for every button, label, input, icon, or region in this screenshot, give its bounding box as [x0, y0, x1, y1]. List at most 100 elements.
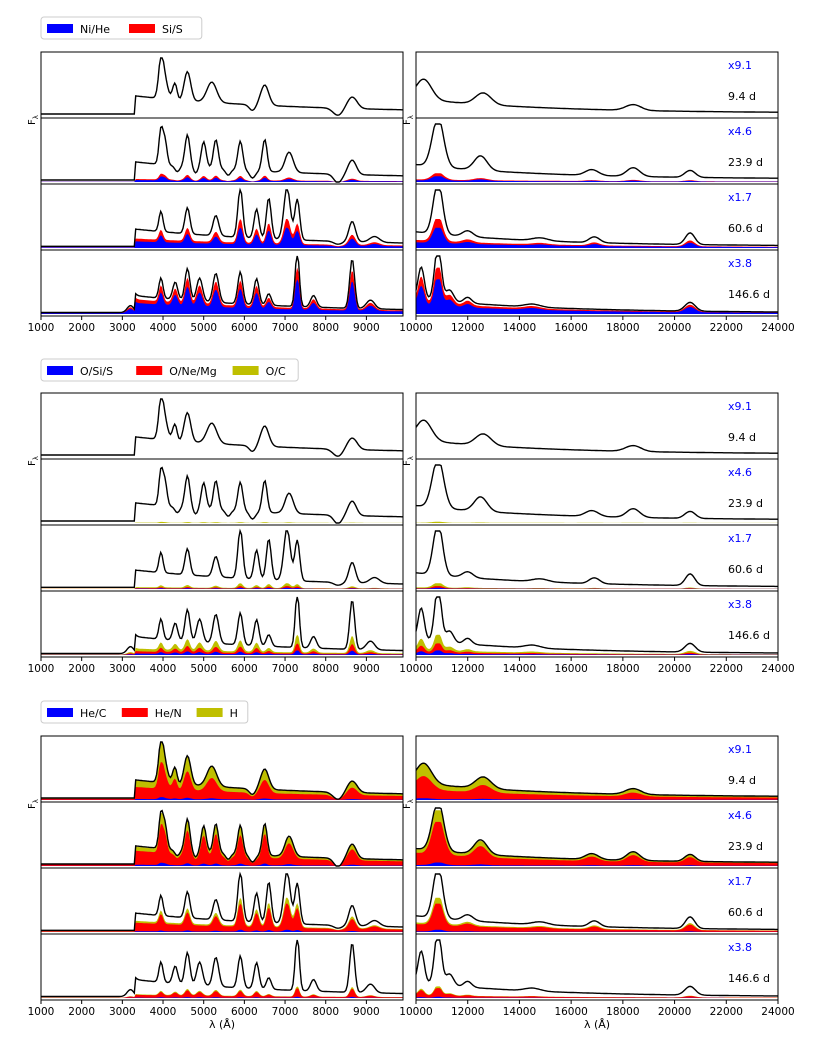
component-fill-he-c	[416, 798, 778, 800]
panel-opt-2	[40, 117, 404, 185]
tick-label: 12000	[451, 322, 484, 334]
legend-swatch	[232, 366, 259, 375]
tick-label: 3000	[109, 1006, 136, 1018]
component-fill-he-c	[41, 996, 403, 998]
spectrum-line	[41, 125, 403, 183]
x-axis-nir: 10000 12000 14000 16000 18000 20000 22000 24000…	[399, 1000, 795, 1031]
y-axis-label: Fλ	[402, 456, 415, 466]
panel-frame	[415, 249, 779, 317]
spectrum-line	[415, 873, 778, 931]
component-fill-o-si-s	[416, 587, 778, 589]
legend-swatch	[196, 708, 223, 717]
panel-opt-1	[40, 735, 404, 803]
panel-frame	[40, 933, 404, 1001]
spectrum-line	[41, 741, 403, 800]
component-fill-o-si-s	[41, 650, 403, 655]
panel-frame	[40, 392, 404, 460]
legend-label: H	[230, 707, 238, 720]
component-fill-si-s	[41, 173, 403, 182]
tick-label: 5000	[190, 663, 217, 675]
panel-frame	[40, 590, 404, 658]
spectrum-line	[415, 807, 778, 863]
y-axis-label: Fλ	[27, 456, 40, 466]
scale-factor-label: x4.6	[728, 466, 752, 479]
component-fill-o-ne-mg	[41, 643, 403, 655]
spectrum-line	[41, 939, 403, 998]
tick-label: 22000	[710, 1006, 743, 1018]
y-axis-title: Fλ	[27, 456, 40, 466]
tick-label: 20000	[658, 663, 691, 675]
tick-label: 10000	[399, 1006, 432, 1018]
component-fill-o-si-s	[41, 587, 403, 589]
panel-opt-4	[40, 933, 404, 1001]
panel-frame	[415, 392, 779, 460]
scale-factor-label: x1.7	[728, 191, 752, 204]
spectrum-line	[41, 466, 403, 524]
epoch-label: 146.6 d	[728, 629, 770, 642]
epoch-label: 23.9 d	[728, 497, 763, 510]
spectrum-line	[415, 123, 778, 179]
tick-label: 3000	[109, 663, 136, 675]
x-axis-title: λ (Å)	[209, 1018, 235, 1031]
component-fill-ni-he	[416, 176, 778, 182]
spectrum-line	[415, 939, 779, 997]
tick-label: 24000	[761, 322, 794, 334]
tick-label: 16000	[554, 1006, 587, 1018]
panel-frame	[415, 51, 779, 119]
tick-label: 4000	[150, 663, 177, 675]
tick-label: 5000	[190, 322, 217, 334]
tick-label: 2000	[68, 322, 95, 334]
tick-label: 6000	[231, 1006, 258, 1018]
scale-factor-label: x3.8	[728, 598, 752, 611]
y-axis-title: Fλ	[27, 115, 40, 125]
tick-label: 12000	[451, 1006, 484, 1018]
panel-nir-4: x3.8 146.6 d	[415, 249, 779, 317]
spectrum-line	[415, 255, 779, 313]
panel-frame	[415, 590, 779, 658]
component-fill-o-ne-mg	[416, 643, 778, 655]
spectrum-line	[415, 78, 778, 113]
legend-box	[40, 16, 203, 40]
component-fill-o-si-s	[416, 650, 778, 655]
scale-factor-label: x1.7	[728, 875, 752, 888]
component-fill-he-n	[416, 821, 778, 866]
panel-opt-2	[40, 801, 404, 869]
panel-opt-3	[40, 867, 404, 935]
tick-label: 1000	[28, 663, 55, 675]
tick-label: 20000	[658, 322, 691, 334]
panel-opt-4	[40, 590, 404, 658]
component-fill-ni-he	[41, 176, 403, 182]
panel-frame	[415, 458, 779, 526]
epoch-label: 23.9 d	[728, 156, 763, 169]
tick-label: 18000	[606, 663, 639, 675]
spectrum-line	[41, 398, 403, 457]
component-fill-he-n	[416, 776, 778, 800]
legend-3: He/C He/N H	[40, 700, 249, 724]
component-fill-he-c	[41, 797, 403, 800]
spectrum-line	[415, 596, 779, 654]
spectrum-line	[415, 419, 778, 454]
panel-nir-4: x3.8 146.6 d	[415, 933, 779, 1001]
epoch-label: 9.4 d	[728, 431, 756, 444]
tick-label: 5000	[190, 1006, 217, 1018]
scale-factor-label: x3.8	[728, 941, 752, 954]
component-fill-he-n	[41, 762, 403, 800]
legend-label: Si/S	[162, 23, 183, 36]
tick-label: 8000	[312, 1006, 339, 1018]
panel-frame	[40, 524, 404, 592]
panel-opt-3	[40, 524, 404, 592]
epoch-label: 60.6 d	[728, 563, 763, 576]
scale-factor-label: x1.7	[728, 532, 752, 545]
component-fill-si-s	[41, 219, 403, 248]
tick-label: 18000	[606, 322, 639, 334]
tick-label: 8000	[312, 663, 339, 675]
spectrum-line	[41, 528, 403, 588]
tick-label: 1000	[28, 322, 55, 334]
spectrum-line	[415, 189, 778, 247]
epoch-label: 9.4 d	[728, 774, 756, 787]
component-fill-ni-he	[41, 279, 403, 314]
tick-label: 4000	[150, 322, 177, 334]
tick-label: 3000	[109, 322, 136, 334]
scale-factor-label: x9.1	[728, 59, 752, 72]
spectrum-line	[415, 530, 778, 588]
